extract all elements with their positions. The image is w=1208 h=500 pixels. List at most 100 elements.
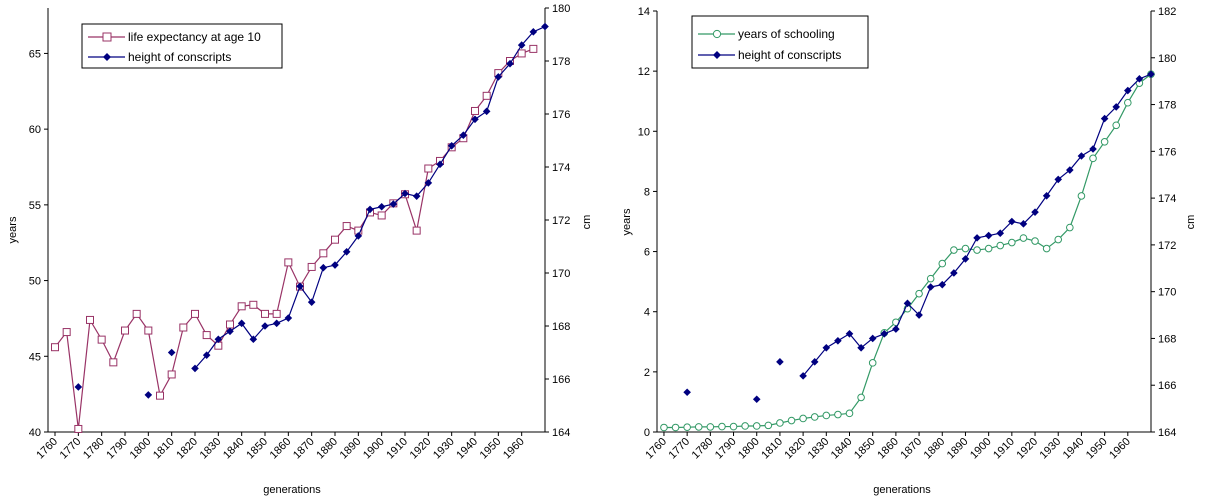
right-y2-tick-label: 166 (1158, 380, 1176, 392)
left-series-life-expectancy-at-age-10-point (156, 391, 164, 400)
left-series-height-of-conscripts-point (214, 335, 223, 344)
left-series-life-expectancy-at-age-10-point (331, 235, 339, 244)
left-x-tick-label: 1930 (431, 436, 457, 462)
right-y-tick-label: 4 (644, 307, 650, 319)
left-legend-label-height: height of conscripts (128, 50, 231, 64)
right-series-years-of-schooling-point (1089, 154, 1097, 163)
right-legend-label-schooling: years of schooling (738, 27, 835, 41)
right-series-years-of-schooling-point (799, 414, 807, 423)
left-x-tick-label: 1900 (361, 436, 387, 462)
left-legend-label-life-expectancy: life expectancy at age 10 (128, 30, 261, 44)
left-y-tick-label: 65 (29, 48, 41, 60)
left-x-tick-label: 1880 (314, 436, 340, 462)
left-x-tick-label: 1950 (478, 436, 504, 462)
right-series-height-of-conscripts-point (752, 395, 761, 404)
right-series-years-of-schooling-point (694, 423, 703, 431)
left-series-life-expectancy-at-age-10-point (179, 323, 188, 332)
left-series-life-expectancy-at-age-10-point (342, 222, 351, 231)
right-series-height-of-conscripts-point (1089, 145, 1097, 153)
right-series-height-of-conscripts-point (834, 336, 842, 345)
right-x-tick-label: 1840 (829, 436, 855, 462)
right-y-tick-label: 2 (644, 367, 650, 379)
left-series-height-of-conscripts-point (307, 298, 316, 306)
right-x-tick-label: 1950 (1084, 436, 1110, 462)
right-x-tick-label: 1810 (759, 436, 785, 462)
left-series-height-of-conscripts-point (436, 160, 444, 169)
right-x-tick-label: 1860 (875, 436, 901, 462)
left-x-tick-label: 1890 (338, 436, 364, 462)
left-series-life-expectancy-at-age-10-point (167, 370, 176, 379)
left-x-tick-label: 1780 (81, 436, 107, 462)
left-series-life-expectancy-at-age-10-point (261, 309, 269, 318)
right-series-years-of-schooling-point (984, 244, 993, 253)
right-series-height-of-conscripts-point (1019, 220, 1028, 228)
left-series-height-of-conscripts-line (194, 26, 546, 369)
right-series-height-of-conscripts-point (1031, 208, 1039, 216)
left-x-tick-label: 1860 (268, 436, 294, 462)
left-series-life-expectancy-at-age-10-point (249, 300, 258, 309)
right-series-years-of-schooling-point (845, 409, 854, 418)
right-x-tick-label: 1960 (1107, 436, 1133, 462)
left-x-tick-label: 1810 (151, 436, 177, 462)
left-series-height-of-conscripts-point (529, 28, 538, 36)
right-y-tick-label: 8 (644, 186, 650, 198)
right-series-years-of-schooling-point (915, 289, 923, 298)
right-x-tick-label: 1780 (690, 436, 716, 462)
left-series-life-expectancy-at-age-10 (51, 44, 538, 433)
left-y2-tick-label: 180 (552, 3, 570, 15)
right-x-tick-label: 1900 (968, 436, 994, 462)
left-series-life-expectancy-at-age-10-point (307, 262, 316, 271)
right-series-height-of-conscripts-point (868, 334, 877, 343)
left-series-height-of-conscripts-point (459, 131, 468, 139)
left-plot-area: 40 45 50 55 60 65 164 166 168 170 172 174 176 178 180 1… (29, 3, 571, 461)
right-series-height-of-conscripts-point (1112, 103, 1121, 111)
right-series-years-of-schooling-point (706, 423, 715, 431)
left-y2-tick-label: 166 (552, 374, 570, 386)
right-series-years-of-schooling-point (729, 422, 738, 431)
right-series-height-of-conscripts-point (683, 388, 691, 397)
left-series-height-of-conscripts-point (144, 391, 153, 399)
left-series-life-expectancy-at-age-10-point (377, 211, 386, 220)
left-series-life-expectancy-at-age-10-point (319, 249, 328, 258)
right-series-years-of-schooling-point (718, 422, 726, 431)
right-y2-tick-label: 174 (1158, 193, 1176, 205)
right-series-height-of-conscripts-point (973, 234, 981, 242)
left-series-life-expectancy-at-age-10-point (74, 424, 83, 433)
right-legend-label-height: height of conscripts (738, 48, 841, 62)
right-legend-item-height: height of conscripts (698, 48, 841, 62)
right-legend: years of schooling height of conscripts (691, 15, 869, 69)
right-x-tick-label: 1770 (666, 436, 692, 462)
right-series-years-of-schooling-point (1019, 234, 1028, 242)
right-series-height-of-conscripts-point (857, 344, 865, 352)
left-series-height-of-conscripts-point (366, 205, 374, 214)
right-x-tick-label: 1790 (713, 436, 739, 462)
right-y2-axis-title: cm (1185, 215, 1197, 230)
left-series-life-expectancy-at-age-10-point (237, 302, 246, 311)
right-series-years-of-schooling-point (1042, 244, 1051, 253)
left-series-life-expectancy-at-age-10-point (202, 331, 211, 340)
left-y2-tick-label: 174 (552, 162, 570, 174)
circle-marker-icon (712, 29, 722, 39)
right-x-tick-label: 1760 (643, 436, 669, 462)
left-series-height-of-conscripts-point (541, 22, 549, 31)
right-series-years-of-schooling-point (926, 274, 935, 283)
right-series-years-of-schooling-point (1112, 121, 1121, 130)
right-series-years-of-schooling-point (1124, 98, 1132, 107)
left-series-life-expectancy-at-age-10-point (51, 343, 59, 352)
left-x-tick-label: 1770 (58, 436, 84, 462)
right-series-height-of-conscripts-point (926, 283, 935, 291)
square-marker-icon (102, 32, 112, 42)
right-series-height-of-conscripts-point (1042, 191, 1051, 200)
left-x-tick-label: 1830 (198, 436, 224, 462)
right-series-years-of-schooling-point (868, 359, 877, 367)
right-y-tick-label: 10 (638, 126, 650, 138)
right-series-height-of-conscripts-point (1008, 217, 1016, 226)
right-y2-tick-label: 168 (1158, 333, 1176, 345)
left-series-life-expectancy-at-age-10-point (412, 226, 421, 235)
left-series-height-of-conscripts-point (191, 364, 199, 373)
right-x-tick-label: 1870 (898, 436, 924, 462)
left-series-height-of-conscripts-point (447, 142, 456, 150)
left-series-height-of-conscripts-point (167, 348, 176, 357)
schooling-height-chart: 0 2 4 6 8 10 12 14 164 166 168 170 172 174 176 178 180 18… (621, 6, 1197, 496)
right-series-height-of-conscripts-point (915, 311, 923, 319)
